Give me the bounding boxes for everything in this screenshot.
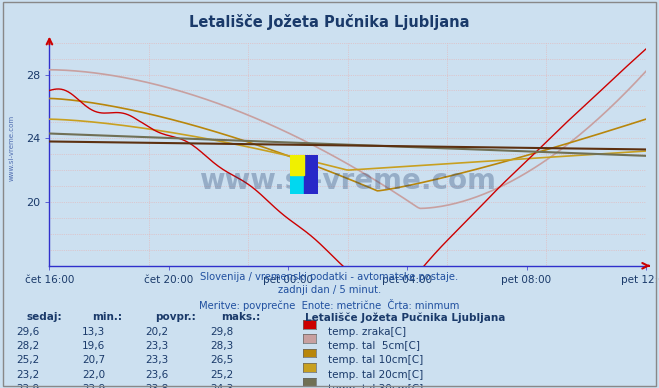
Text: temp. tal 20cm[C]: temp. tal 20cm[C]	[328, 370, 423, 380]
Text: 25,2: 25,2	[16, 355, 40, 365]
Text: zadnji dan / 5 minut.: zadnji dan / 5 minut.	[278, 285, 381, 295]
Text: 22,9: 22,9	[16, 384, 40, 388]
Bar	[290, 155, 304, 175]
Text: maks.:: maks.:	[221, 312, 261, 322]
Text: temp. zraka[C]: temp. zraka[C]	[328, 327, 406, 337]
Text: Letališče Jožeta Pučnika Ljubljana: Letališče Jožeta Pučnika Ljubljana	[305, 312, 505, 323]
Bar	[290, 155, 304, 194]
Text: 23,3: 23,3	[145, 341, 168, 351]
Text: 23,6: 23,6	[145, 370, 168, 380]
Text: 20,7: 20,7	[82, 355, 105, 365]
Text: 29,6: 29,6	[16, 327, 40, 337]
Text: 20,2: 20,2	[145, 327, 168, 337]
Text: 22,9: 22,9	[82, 384, 105, 388]
Text: temp. tal 10cm[C]: temp. tal 10cm[C]	[328, 355, 423, 365]
Text: povpr.:: povpr.:	[156, 312, 196, 322]
Text: Slovenija / vremenski podatki - avtomatske postaje.: Slovenija / vremenski podatki - avtomats…	[200, 272, 459, 282]
Text: temp. tal 30cm[C]: temp. tal 30cm[C]	[328, 384, 423, 388]
Text: 13,3: 13,3	[82, 327, 105, 337]
Bar	[304, 155, 318, 194]
Text: 26,5: 26,5	[211, 355, 234, 365]
Text: 28,3: 28,3	[211, 341, 234, 351]
Text: 29,8: 29,8	[211, 327, 234, 337]
Text: 23,8: 23,8	[145, 384, 168, 388]
Text: www.si-vreme.com: www.si-vreme.com	[199, 167, 496, 195]
Text: 28,2: 28,2	[16, 341, 40, 351]
Text: Meritve: povprečne  Enote: metrične  Črta: minmum: Meritve: povprečne Enote: metrične Črta:…	[199, 299, 460, 311]
Text: sedaj:: sedaj:	[26, 312, 62, 322]
Text: 19,6: 19,6	[82, 341, 105, 351]
Text: 25,2: 25,2	[211, 370, 234, 380]
Text: 23,2: 23,2	[16, 370, 40, 380]
Text: 22,0: 22,0	[82, 370, 105, 380]
Text: min.:: min.:	[92, 312, 123, 322]
Text: temp. tal  5cm[C]: temp. tal 5cm[C]	[328, 341, 420, 351]
Text: 23,3: 23,3	[145, 355, 168, 365]
Text: 24,3: 24,3	[211, 384, 234, 388]
Text: Letališče Jožeta Pučnika Ljubljana: Letališče Jožeta Pučnika Ljubljana	[189, 14, 470, 29]
Text: www.si-vreme.com: www.si-vreme.com	[9, 114, 14, 180]
